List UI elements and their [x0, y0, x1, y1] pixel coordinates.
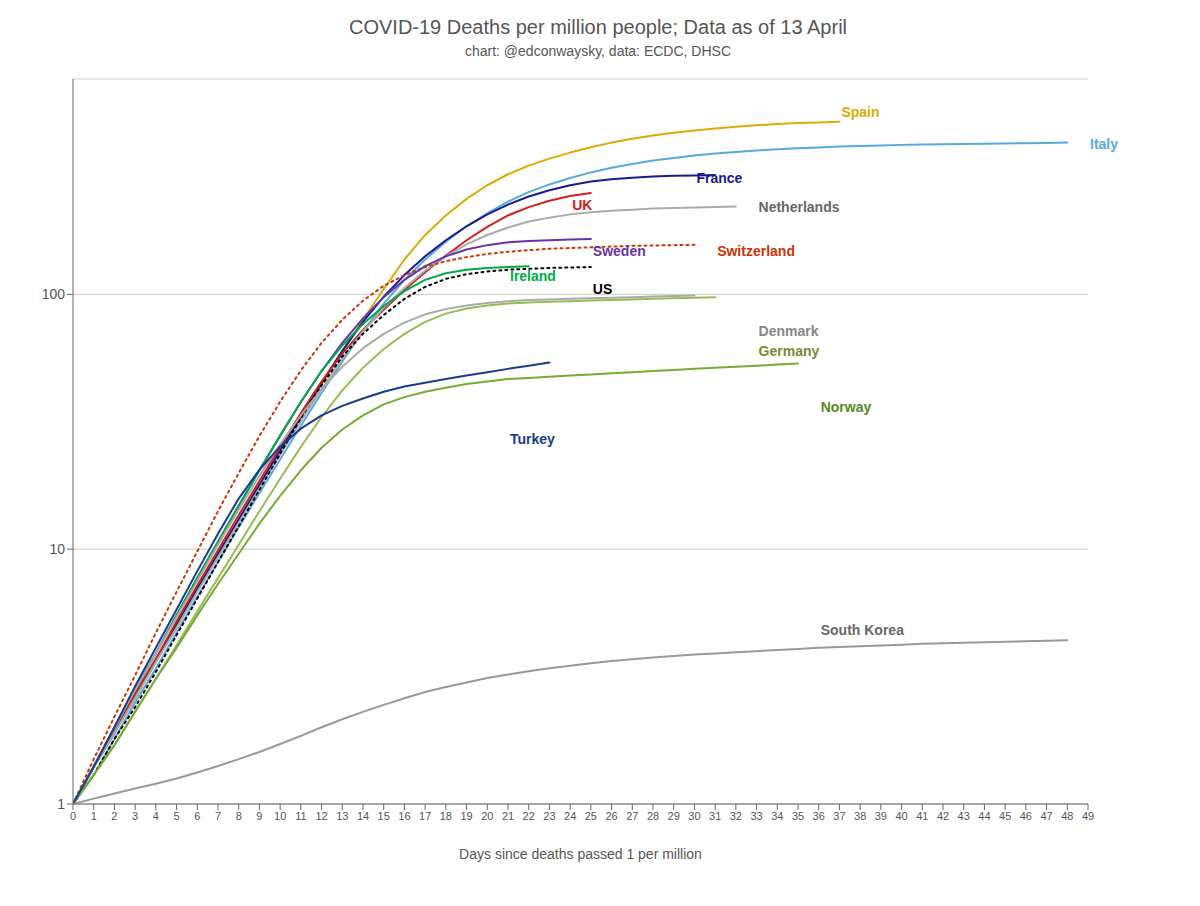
svg-text:12: 12	[315, 810, 327, 822]
svg-text:29: 29	[668, 810, 680, 822]
svg-text:Sweden: Sweden	[593, 243, 646, 259]
svg-text:2: 2	[111, 810, 117, 822]
svg-text:8: 8	[236, 810, 242, 822]
svg-text:40: 40	[895, 810, 907, 822]
html-text:COVID-19 Deaths per million pe: COVID-19 Deaths per million people; Data…	[349, 16, 847, 38]
svg-text:23: 23	[543, 810, 555, 822]
svg-text:25: 25	[585, 810, 597, 822]
svg-text:43: 43	[958, 810, 970, 822]
svg-text:30: 30	[688, 810, 700, 822]
svg-text:France: France	[696, 170, 742, 186]
svg-text:20: 20	[481, 810, 493, 822]
svg-text:UK: UK	[572, 197, 592, 213]
svg-text:10: 10	[274, 810, 286, 822]
svg-text:South Korea: South Korea	[821, 622, 904, 638]
svg-text:Netherlands: Netherlands	[759, 199, 840, 215]
svg-text:17: 17	[419, 810, 431, 822]
svg-text:42: 42	[937, 810, 949, 822]
svg-text:22: 22	[523, 810, 535, 822]
svg-text:5: 5	[174, 810, 180, 822]
svg-text:47: 47	[1040, 810, 1052, 822]
svg-text:26: 26	[605, 810, 617, 822]
svg-text:35: 35	[792, 810, 804, 822]
svg-text:0: 0	[70, 810, 76, 822]
svg-text:14: 14	[357, 810, 369, 822]
svg-text:Germany: Germany	[759, 343, 820, 359]
svg-text:16: 16	[398, 810, 410, 822]
svg-text:1: 1	[57, 796, 65, 812]
svg-text:31: 31	[709, 810, 721, 822]
svg-text:27: 27	[626, 810, 638, 822]
svg-text:1: 1	[91, 810, 97, 822]
svg-text:7: 7	[215, 810, 221, 822]
svg-text:33: 33	[750, 810, 762, 822]
svg-text:6: 6	[194, 810, 200, 822]
svg-text:13: 13	[336, 810, 348, 822]
svg-text:Ireland: Ireland	[510, 268, 556, 284]
svg-text:Switzerland: Switzerland	[717, 243, 795, 259]
svg-text:10: 10	[49, 541, 65, 557]
svg-text:44: 44	[978, 810, 990, 822]
svg-text:32: 32	[730, 810, 742, 822]
svg-text:3: 3	[132, 810, 138, 822]
svg-text:46: 46	[1020, 810, 1032, 822]
svg-text:Days since deaths passed 1 per: Days since deaths passed 1 per million	[459, 846, 702, 862]
svg-text:49: 49	[1082, 810, 1094, 822]
svg-text:Norway: Norway	[821, 399, 872, 415]
svg-text:24: 24	[564, 810, 576, 822]
svg-text:21: 21	[502, 810, 514, 822]
svg-text:Denmark: Denmark	[759, 323, 819, 339]
svg-text:48: 48	[1061, 810, 1073, 822]
svg-text:Spain: Spain	[841, 104, 879, 120]
svg-text:18: 18	[440, 810, 452, 822]
svg-text:100: 100	[42, 286, 66, 302]
svg-text:37: 37	[833, 810, 845, 822]
svg-text:15: 15	[378, 810, 390, 822]
svg-text:US: US	[593, 281, 612, 297]
svg-text:45: 45	[999, 810, 1011, 822]
svg-text:38: 38	[854, 810, 866, 822]
svg-text:28: 28	[647, 810, 659, 822]
svg-text:39: 39	[875, 810, 887, 822]
svg-text:41: 41	[916, 810, 928, 822]
svg-text:19: 19	[460, 810, 472, 822]
svg-text:4: 4	[153, 810, 159, 822]
html-text:chart: @edconwaysky, data: ECD: chart: @edconwaysky, data: ECDC, DHSC	[465, 43, 731, 59]
svg-text:34: 34	[771, 810, 783, 822]
svg-text:Turkey: Turkey	[510, 431, 555, 447]
svg-text:9: 9	[256, 810, 262, 822]
svg-text:Italy: Italy	[1090, 136, 1118, 152]
svg-text:11: 11	[295, 810, 306, 822]
svg-text:36: 36	[813, 810, 825, 822]
